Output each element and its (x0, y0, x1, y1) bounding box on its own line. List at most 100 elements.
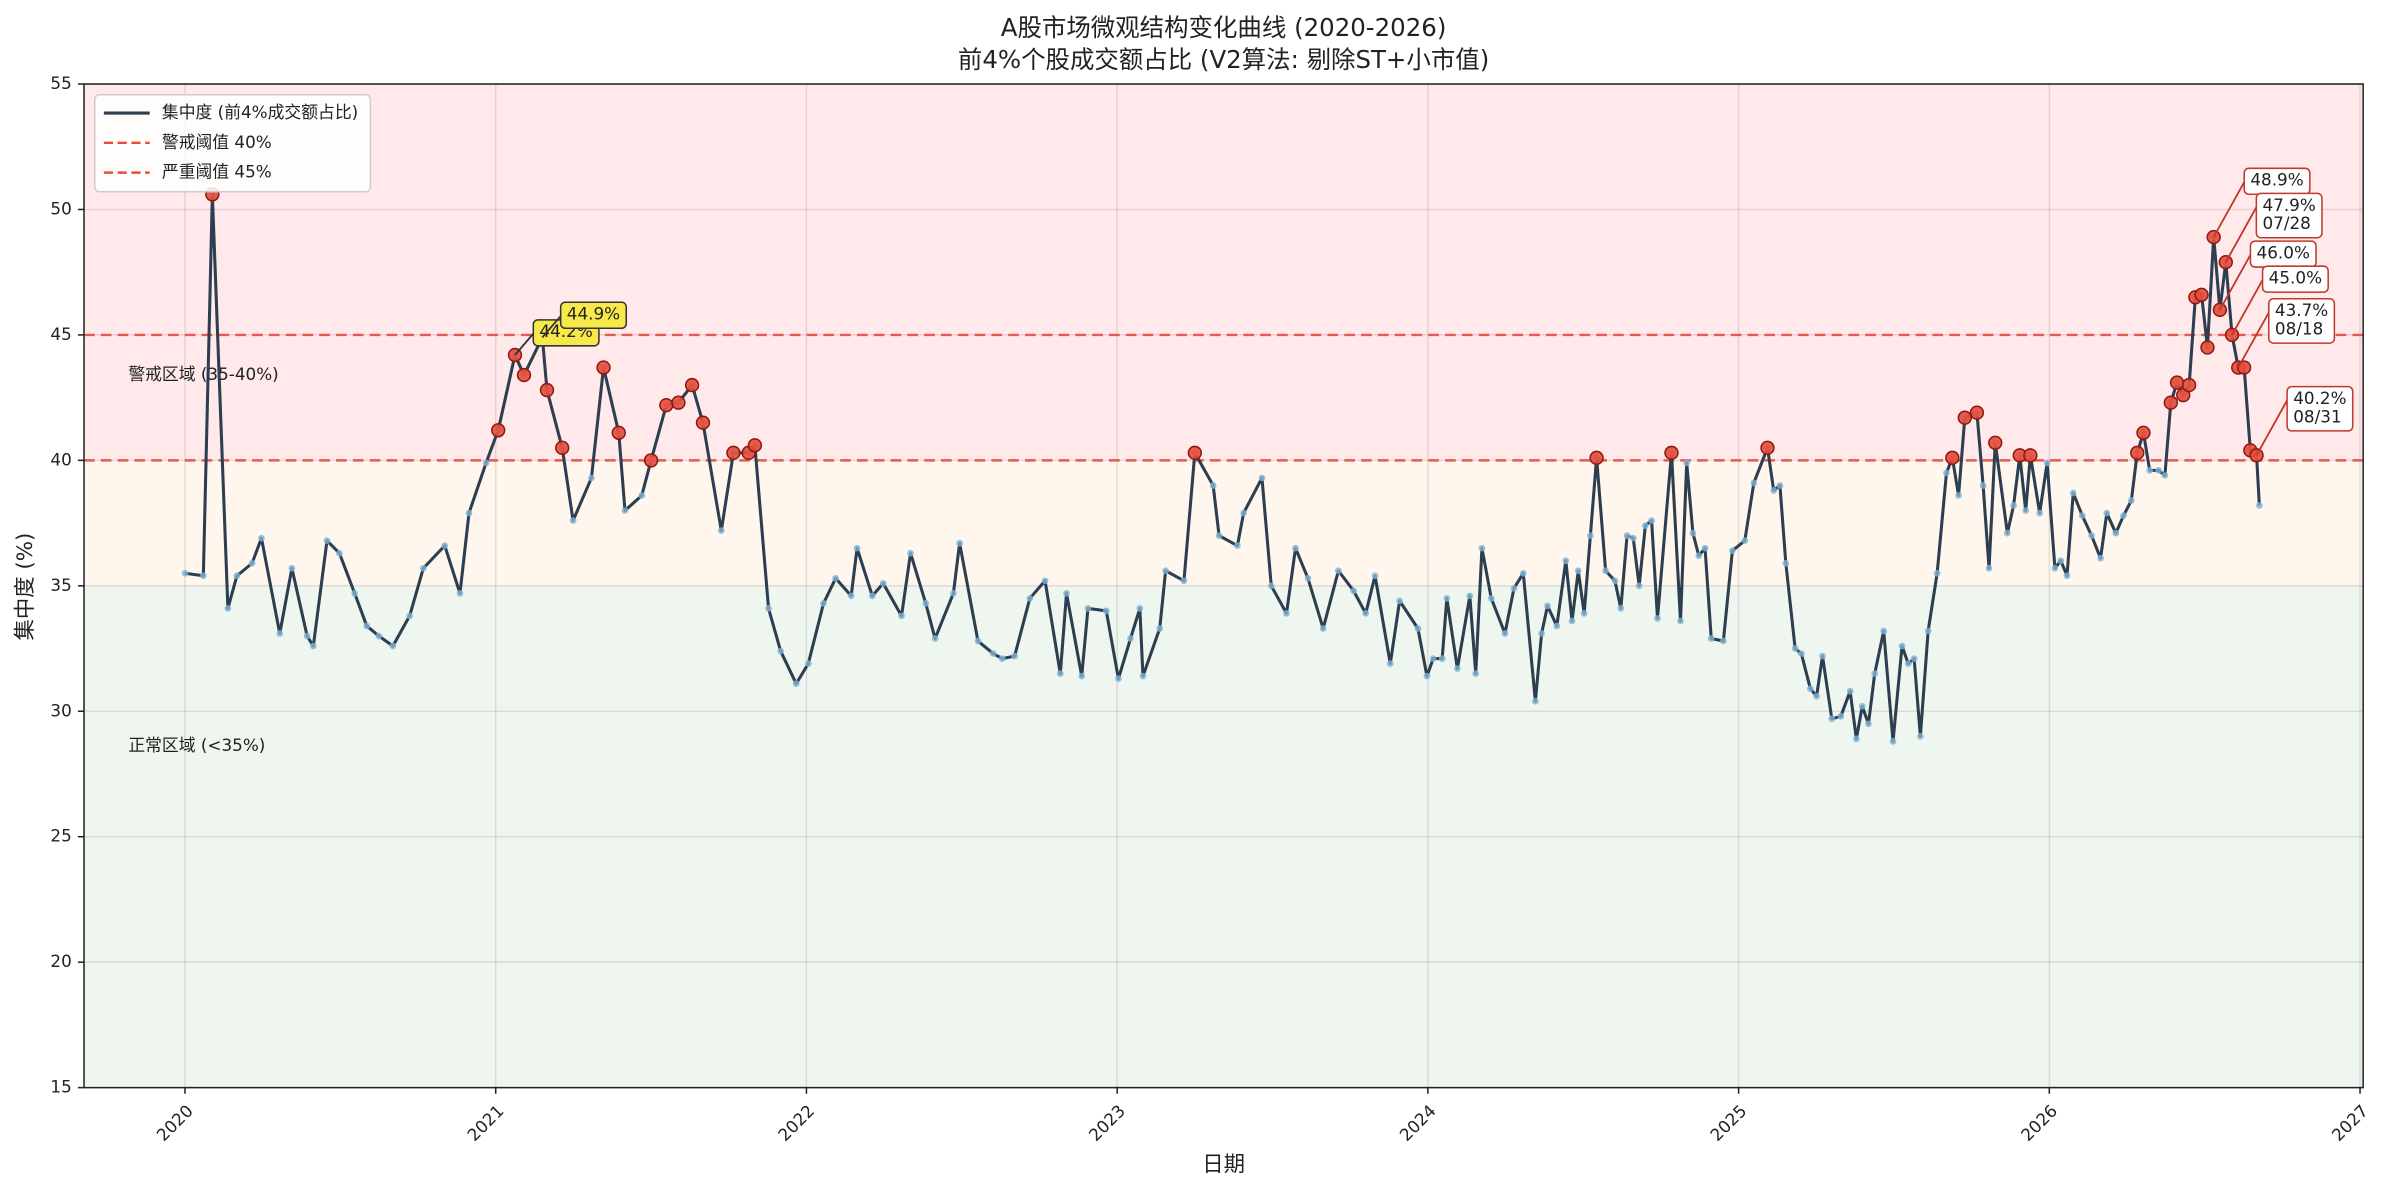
data-point (853, 544, 861, 552)
data-point (1720, 637, 1727, 645)
data-point (248, 559, 256, 567)
data-point (1532, 697, 1539, 705)
data-point (1924, 627, 1932, 635)
data-point (569, 517, 577, 524)
data-point (2063, 572, 2071, 580)
annotation-text: 44.9% (567, 304, 620, 324)
data-point (832, 574, 840, 582)
highlight-point (747, 438, 763, 453)
data-point (1750, 479, 1758, 487)
highlight-point (2194, 287, 2209, 302)
data-point (1587, 532, 1594, 540)
data-point (1234, 542, 1241, 550)
data-point (1423, 672, 1431, 680)
data-point (1889, 738, 1897, 745)
data-point (1026, 595, 1034, 602)
data-point (1791, 645, 1799, 652)
annotation-text: 48.9% (2250, 170, 2303, 190)
data-point (1162, 567, 1169, 575)
zone-label: 正常区域 (<35%) (128, 735, 265, 755)
y-tick-label: 25 (50, 826, 71, 846)
data-point (1695, 552, 1703, 560)
data-point (1741, 537, 1749, 545)
data-point (1807, 685, 1814, 693)
data-point (1258, 474, 1266, 482)
data-point (1828, 715, 1836, 723)
data-point (1776, 482, 1784, 489)
data-point (1335, 567, 1342, 575)
y-tick-label: 55 (50, 73, 71, 93)
data-point (1933, 569, 1941, 577)
data-point (1898, 642, 1906, 650)
data-point (2112, 529, 2120, 537)
data-point (1240, 509, 1247, 517)
annotation-box (2268, 298, 2336, 344)
data-point (1127, 635, 1134, 642)
y-tick-label: 50 (50, 198, 71, 218)
data-point (1319, 625, 1327, 632)
y-tick-label: 15 (50, 1077, 71, 1097)
annotation-text: 45.0% (2269, 268, 2322, 288)
highlight-point (726, 445, 741, 461)
data-point (1115, 675, 1122, 683)
annotation-arrow (541, 315, 562, 339)
data-point (1553, 622, 1561, 630)
data-point (1472, 670, 1480, 677)
annotation: 40.2%08/31 (2286, 385, 2354, 432)
data-point (375, 632, 383, 640)
data-point (1642, 522, 1649, 529)
data-point (907, 549, 914, 557)
data-point (1955, 492, 1962, 499)
highlight-point (596, 360, 611, 375)
data-point (1267, 582, 1275, 590)
data-point (351, 589, 359, 597)
annotation-text: 43.7% (2275, 300, 2328, 320)
data-point (1139, 672, 1147, 680)
annotation-arrow (2231, 279, 2264, 336)
annotation-arrow (2255, 399, 2288, 456)
data-point (1562, 557, 1570, 565)
data-point (1510, 584, 1518, 592)
zone-label: 警戒区域 (35-40%) (128, 364, 278, 384)
annotation-box (2255, 192, 2323, 239)
annotation: 44.9% (559, 301, 628, 330)
annotation-arrow (2225, 206, 2258, 263)
highlight-point (1969, 405, 1985, 420)
plot-frame (83, 83, 2364, 1089)
data-point (1782, 559, 1790, 567)
data-point (258, 534, 265, 542)
annotation-arrow (2219, 254, 2252, 311)
data-point (1438, 655, 1446, 662)
data-point (1292, 544, 1299, 552)
annotation-text: 47.9% (2262, 195, 2315, 215)
data-point (1084, 605, 1092, 612)
annotation-text: 08/18 (2275, 319, 2323, 339)
data-point (276, 630, 284, 637)
highlight-point (516, 367, 532, 383)
data-point (482, 459, 490, 467)
data-point (1910, 655, 1918, 662)
data-point (2155, 467, 2163, 474)
data-point (1943, 469, 1950, 477)
annotation-arrow (2237, 312, 2270, 368)
data-point (1180, 577, 1188, 585)
data-point (1683, 459, 1691, 467)
data-point (224, 605, 232, 612)
data-point (777, 647, 785, 655)
annotation: 48.9% (2243, 167, 2311, 196)
data-point (1648, 517, 1655, 524)
legend-label: 集中度 (前4%成交额占比) (162, 102, 358, 122)
annotation-text: 46.0% (2257, 242, 2310, 262)
data-point (1689, 529, 1697, 537)
data-point (1350, 587, 1357, 595)
data-point (2004, 529, 2011, 537)
data-point (1837, 712, 1845, 720)
highlight-point (2136, 425, 2151, 440)
data-point (1396, 597, 1403, 605)
data-point (2103, 509, 2111, 517)
data-point (1454, 665, 1461, 672)
data-point (1371, 572, 1379, 580)
data-point (1985, 564, 1993, 572)
annotation-arrow (514, 333, 535, 356)
data-point (931, 635, 939, 642)
